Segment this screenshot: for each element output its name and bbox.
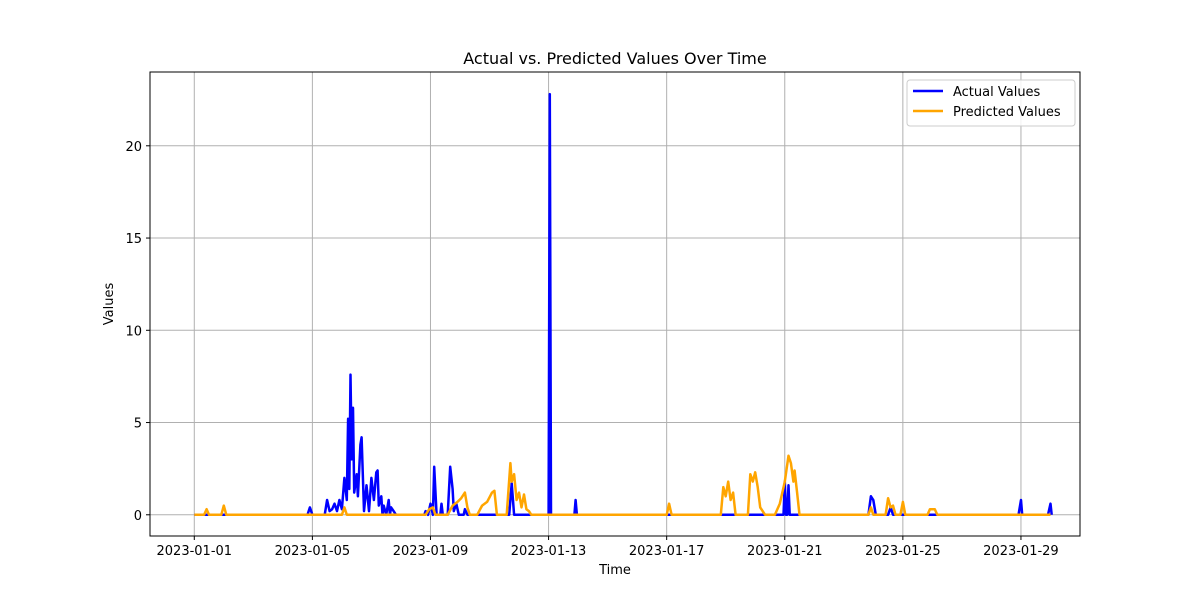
y-tick-label: 5 bbox=[134, 417, 142, 432]
x-tick-label: 2023-01-01 bbox=[157, 544, 233, 559]
series-line-predicted-values bbox=[194, 454, 1051, 517]
x-tick-label: 2023-01-29 bbox=[983, 544, 1059, 559]
legend-label-actual-values: Actual Values bbox=[953, 85, 1041, 100]
legend-label-predicted-values: Predicted Values bbox=[953, 105, 1061, 120]
x-tick-label: 2023-01-21 bbox=[747, 544, 823, 559]
chart-title: Actual vs. Predicted Values Over Time bbox=[463, 49, 766, 68]
x-tick-label: 2023-01-05 bbox=[275, 544, 351, 559]
legend: Actual Values Predicted Values bbox=[906, 79, 1076, 127]
x-axis-label: Time bbox=[598, 563, 631, 578]
legend-box bbox=[906, 79, 1076, 127]
y-tick-label: 20 bbox=[125, 140, 142, 155]
plot-frame bbox=[149, 71, 1081, 537]
y-tick-label: 0 bbox=[134, 509, 142, 524]
x-tick-label: 2023-01-09 bbox=[393, 544, 469, 559]
x-tick-label: 2023-01-17 bbox=[629, 544, 705, 559]
axis-ticks: 2023-01-01 2023-01-05 2023-01-09 2023-01-13… bbox=[125, 140, 1058, 559]
x-tick-label: 2023-01-25 bbox=[865, 544, 941, 559]
series-layer bbox=[194, 92, 1053, 517]
y-axis-label: Values bbox=[102, 283, 117, 326]
x-tick-label: 2023-01-13 bbox=[511, 544, 587, 559]
y-tick-label: 15 bbox=[125, 232, 142, 247]
y-tick-label: 10 bbox=[125, 324, 142, 339]
